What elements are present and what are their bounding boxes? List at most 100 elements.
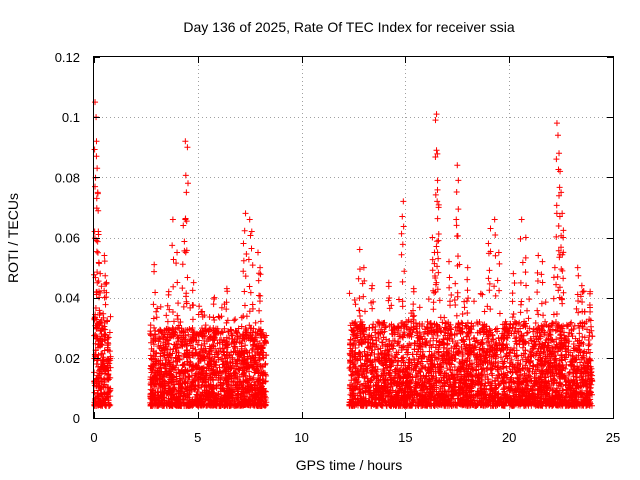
data-point [451,374,458,381]
data-point [553,310,560,317]
data-point [186,326,193,333]
data-point [91,389,98,396]
data-point [247,289,254,296]
data-point [206,343,213,350]
data-point [235,394,242,401]
data-point [91,399,98,406]
data-point [534,361,541,368]
data-point [414,396,421,403]
data-point [183,189,190,196]
data-point [234,351,241,358]
data-point [155,392,162,399]
data-point [104,335,111,342]
data-point [253,332,260,339]
data-point [434,322,441,329]
data-point [176,370,183,377]
data-point [495,335,502,342]
data-point [355,349,362,356]
data-point [372,326,379,333]
data-point [432,364,439,371]
data-point [163,345,170,352]
data-point [100,358,107,365]
data-point [351,335,358,342]
chart-title: Day 136 of 2025, Rate Of TEC Index for r… [183,19,514,35]
data-point [256,307,263,314]
data-point [157,327,164,334]
data-point [95,278,102,285]
data-point [158,345,165,352]
data-point [210,382,217,389]
data-point [516,319,523,326]
data-point [185,180,192,187]
data-point [196,303,203,310]
data-point [186,354,193,361]
data-point [351,296,358,303]
data-point [93,376,100,383]
data-point [256,357,263,364]
data-point [203,387,210,394]
data-point [93,153,100,160]
data-point [243,347,250,354]
data-point [257,394,264,401]
data-point [91,332,98,339]
data-point [105,397,112,404]
data-point [234,357,241,364]
data-point [185,374,192,381]
data-point [221,395,228,402]
data-point [221,352,228,359]
data-point [247,375,254,382]
data-point [185,402,192,409]
data-point [219,355,226,362]
data-point [238,323,245,330]
data-point [352,375,359,382]
data-point [104,342,111,349]
data-point [220,361,227,368]
data-point [207,377,214,384]
data-point [430,341,437,348]
data-point [174,249,181,256]
data-point [152,397,159,404]
data-point [238,384,245,391]
data-point [148,355,155,362]
data-point [93,360,100,367]
data-point [158,381,165,388]
data-point [182,138,189,145]
data-point [478,339,485,346]
data-point [387,363,394,370]
data-point [101,347,108,354]
data-point [195,337,202,344]
data-point [98,384,105,391]
data-point [104,391,111,398]
data-point [451,380,458,387]
data-point [218,336,225,343]
data-point [426,348,433,355]
data-point [154,368,161,375]
data-point [179,285,186,292]
data-point [171,401,178,408]
data-point [96,309,103,316]
data-point [198,332,205,339]
data-point [507,346,514,353]
data-point [497,354,504,361]
data-point [195,355,202,362]
data-point [211,402,218,409]
data-point [199,398,206,405]
data-point [528,337,535,344]
data-point [563,323,570,330]
data-point [245,256,252,263]
data-point [175,300,182,307]
data-point [243,361,250,368]
data-point [526,296,533,303]
data-point [491,377,498,384]
data-point [171,374,178,381]
data-point [206,373,213,380]
data-point [98,341,105,348]
data-point [398,362,405,369]
data-point [259,352,266,359]
data-point [162,357,169,364]
data-point [436,342,443,349]
data-point [101,364,108,371]
data-point [546,351,553,358]
data-point [150,315,157,322]
data-point [98,283,105,290]
